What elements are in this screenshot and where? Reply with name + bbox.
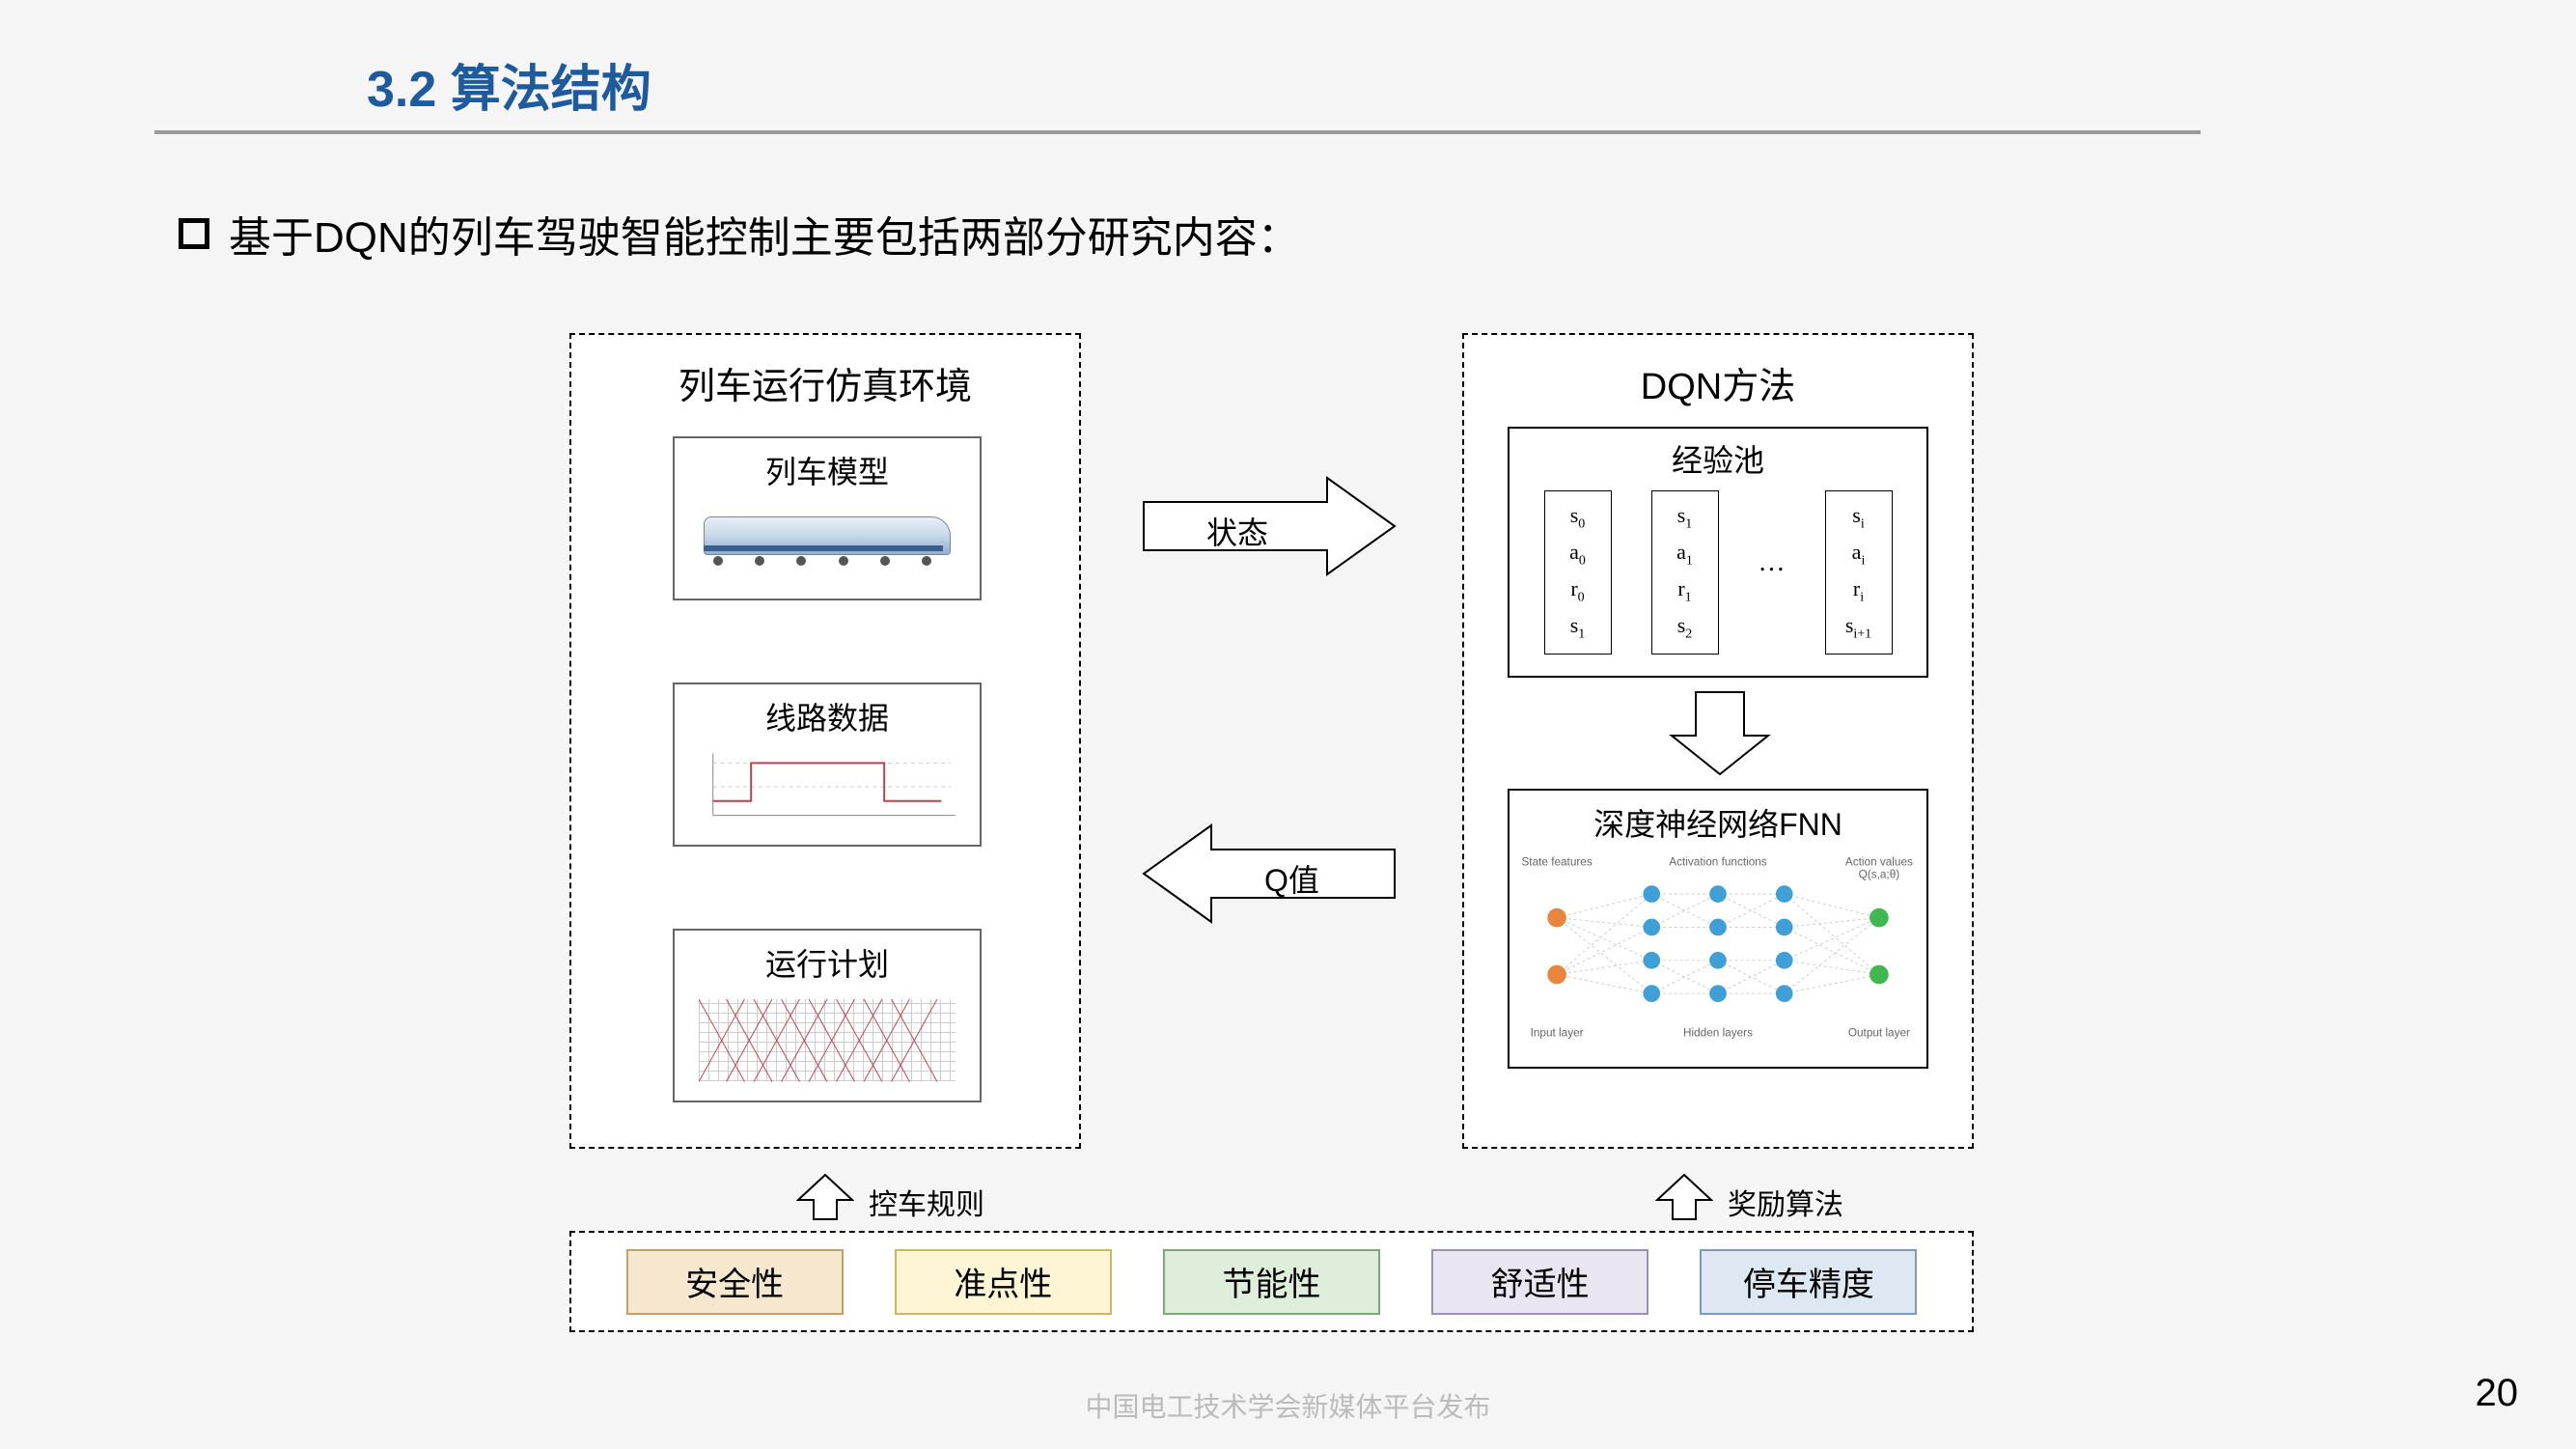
- bullet-icon: [179, 218, 209, 249]
- svg-text:Q(s,a;θ): Q(s,a;θ): [1859, 868, 1900, 880]
- experience-pool-title: 经验池: [1510, 436, 1926, 481]
- line-data-box: 线路数据: [673, 683, 982, 847]
- reward-algo-arrow: [1655, 1173, 1713, 1221]
- fnn-title: 深度神经网络FNN: [1510, 800, 1926, 845]
- qvalue-arrow-label: Q值: [1264, 856, 1319, 901]
- svg-text:Action values: Action values: [1845, 856, 1913, 869]
- exp-ellipsis: …: [1759, 547, 1786, 598]
- control-rules-arrow: [796, 1173, 854, 1221]
- train-illustration: [694, 502, 960, 579]
- svg-text:Input layer: Input layer: [1531, 1026, 1584, 1039]
- svg-text:State features: State features: [1521, 856, 1592, 869]
- right-box-title: DQN方法: [1464, 356, 1972, 409]
- reward-algo-label: 奖励算法: [1728, 1181, 1843, 1223]
- title-underline: [154, 130, 2201, 134]
- exp-item: s0a0r0s1: [1544, 490, 1612, 655]
- diagram-container: 列车运行仿真环境 列车模型 线路数据 运行计划: [569, 333, 1974, 1298]
- page-number: 20: [2476, 1372, 2519, 1415]
- dqn-method-box: DQN方法 经验池 s0a0r0s1 s1a1r1s2 … siairisi+1: [1462, 333, 1974, 1149]
- line-chart-illustration: [694, 748, 960, 825]
- train-model-box: 列车模型: [673, 436, 982, 600]
- svg-text:Hidden layers: Hidden layers: [1683, 1026, 1753, 1039]
- schedule-title: 运行计划: [675, 931, 980, 989]
- qvalue-arrow: Q值: [1134, 816, 1404, 932]
- bullet-text: 基于DQN的列车驾驶智能控制主要包括两部分研究内容：: [229, 203, 1300, 265]
- footer-text: 中国电工技术学会新媒体平台发布: [1085, 1386, 1490, 1425]
- state-arrow: 状态: [1134, 468, 1404, 584]
- criteria-item: 节能性: [1163, 1249, 1380, 1315]
- control-rules-label: 控车规则: [869, 1181, 984, 1223]
- fnn-box: 深度神经网络FNN State features Activation func…: [1508, 789, 1928, 1069]
- criteria-item: 安全性: [626, 1249, 844, 1315]
- simulation-env-box: 列车运行仿真环境 列车模型 线路数据 运行计划: [569, 333, 1081, 1149]
- criteria-item: 舒适性: [1431, 1249, 1648, 1315]
- state-arrow-label: 状态: [1206, 509, 1268, 553]
- neural-network-illustration: State features Activation functions Acti…: [1510, 850, 1926, 1052]
- bullet-row: 基于DQN的列车驾驶智能控制主要包括两部分研究内容：: [179, 203, 1300, 265]
- experience-items: s0a0r0s1 s1a1r1s2 … siairisi+1: [1510, 490, 1926, 655]
- criteria-item: 停车精度: [1700, 1249, 1917, 1315]
- schedule-illustration: [694, 994, 960, 1086]
- criteria-item: 准点性: [895, 1249, 1112, 1315]
- train-model-title: 列车模型: [675, 438, 980, 497]
- left-box-title: 列车运行仿真环境: [571, 356, 1079, 409]
- schedule-box: 运行计划: [673, 929, 982, 1102]
- criteria-bar: 安全性准点性节能性舒适性停车精度: [569, 1231, 1974, 1332]
- slide-title: 3.2 算法结构: [367, 48, 2402, 121]
- line-data-title: 线路数据: [675, 684, 980, 743]
- svg-text:Activation functions: Activation functions: [1669, 856, 1766, 869]
- down-arrow: [1667, 687, 1773, 779]
- exp-item: siairisi+1: [1825, 490, 1893, 655]
- exp-item: s1a1r1s2: [1651, 490, 1719, 655]
- svg-text:Output layer: Output layer: [1848, 1026, 1910, 1039]
- experience-pool-box: 经验池 s0a0r0s1 s1a1r1s2 … siairisi+1: [1508, 427, 1928, 678]
